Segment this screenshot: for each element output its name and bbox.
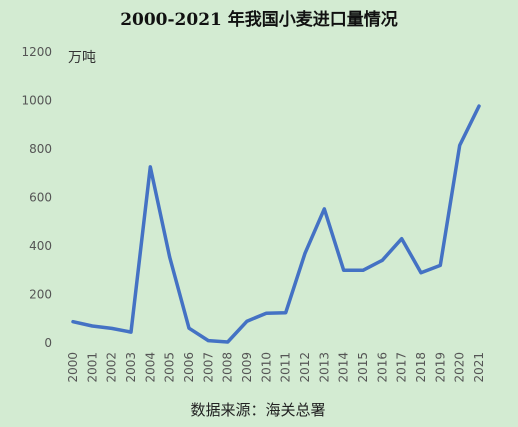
data-point bbox=[168, 255, 171, 259]
series-line bbox=[71, 104, 481, 344]
data-point bbox=[91, 324, 94, 328]
x-tick-label: 2010 bbox=[259, 352, 273, 383]
chart-title: 2000-2021 年我国小麦进口量情况 bbox=[120, 9, 398, 30]
x-tick-label: 2019 bbox=[433, 352, 447, 383]
x-tick-label: 2003 bbox=[124, 352, 138, 383]
y-tick-label: 1200 bbox=[21, 45, 52, 59]
x-tick-label: 2014 bbox=[337, 352, 351, 383]
data-point bbox=[400, 237, 403, 240]
x-tick-label: 2017 bbox=[395, 352, 409, 383]
x-tick-label: 2011 bbox=[279, 352, 293, 383]
data-point bbox=[207, 339, 210, 342]
x-tick-label: 2001 bbox=[85, 352, 99, 383]
x-tick-label: 2020 bbox=[453, 352, 467, 383]
data-point bbox=[439, 264, 442, 267]
y-tick-label: 600 bbox=[29, 191, 52, 205]
source-note: 数据来源：海关总署 bbox=[190, 401, 325, 419]
data-point bbox=[477, 104, 481, 108]
y-axis: 0 200 400 600 800 1000 1200 bbox=[21, 45, 52, 350]
x-tick-label: 2005 bbox=[163, 352, 177, 383]
x-tick-label: 2015 bbox=[356, 352, 370, 383]
data-point bbox=[381, 259, 384, 262]
data-point bbox=[226, 340, 229, 344]
data-point bbox=[129, 330, 133, 334]
data-point bbox=[303, 252, 307, 255]
data-point bbox=[361, 269, 365, 272]
x-tick-label: 2018 bbox=[414, 352, 428, 383]
y-tick-label: 1000 bbox=[21, 94, 52, 108]
x-tick-label: 2002 bbox=[105, 352, 119, 383]
y-tick-label: 400 bbox=[29, 239, 52, 253]
data-point bbox=[71, 320, 75, 323]
y-tick-label: 800 bbox=[29, 142, 52, 156]
series-layer bbox=[71, 104, 481, 344]
x-tick-label: 2004 bbox=[143, 352, 157, 383]
unit-label: 万吨 bbox=[68, 50, 96, 66]
data-point bbox=[149, 165, 152, 169]
x-tick-label: 2008 bbox=[221, 352, 235, 383]
data-point bbox=[458, 144, 461, 147]
x-tick-label: 2012 bbox=[298, 352, 312, 383]
x-tick-label: 2013 bbox=[317, 352, 331, 383]
x-tick-label: 2021 bbox=[472, 352, 486, 383]
y-tick-label: 200 bbox=[29, 288, 52, 302]
y-tick-label: 0 bbox=[44, 336, 52, 350]
x-tick-label: 2007 bbox=[201, 352, 215, 383]
x-tick-label: 2006 bbox=[182, 352, 196, 383]
x-tick-label: 2016 bbox=[375, 352, 389, 383]
data-point bbox=[245, 319, 249, 323]
data-point bbox=[110, 327, 113, 330]
x-axis: 2000 2001 2002 2003 2004 2005 2006 2007 2008 2009… bbox=[66, 352, 486, 383]
data-point bbox=[284, 311, 287, 314]
data-point bbox=[323, 207, 326, 211]
x-tick-label: 2000 bbox=[66, 352, 80, 383]
x-tick-label: 2009 bbox=[240, 352, 254, 383]
data-point bbox=[419, 271, 423, 274]
data-point bbox=[187, 327, 191, 330]
data-point bbox=[342, 269, 345, 272]
data-point bbox=[265, 311, 268, 315]
